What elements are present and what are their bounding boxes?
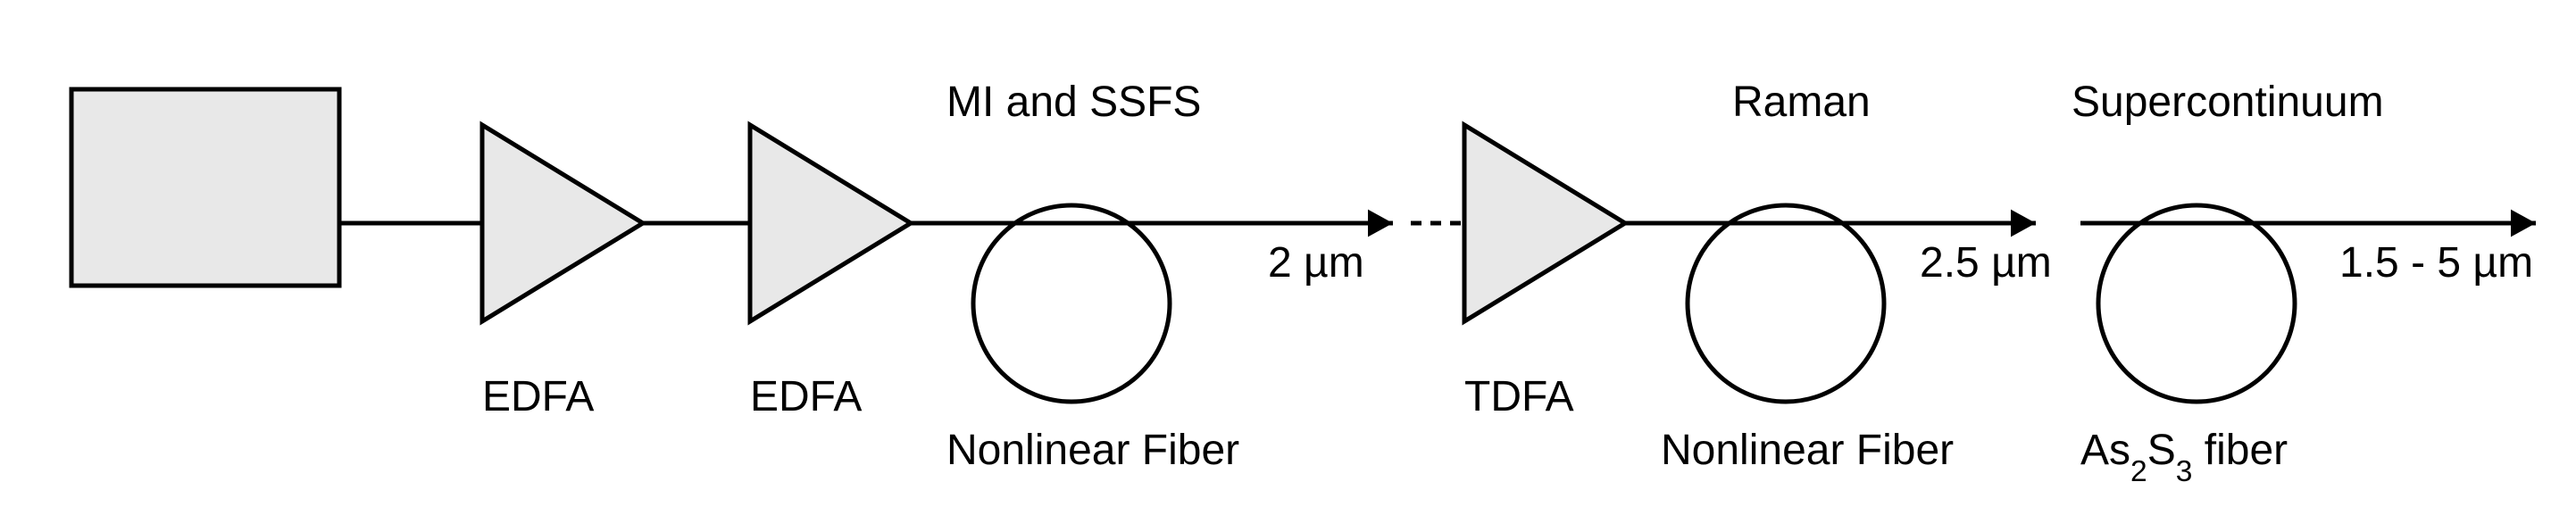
nonlinear-fiber-2-label: Nonlinear Fiber xyxy=(1661,427,1954,474)
edfa-1 xyxy=(482,125,643,321)
nonlinear-fiber-2-process-label: Raman xyxy=(1732,79,1871,126)
nonlinear-fiber-2 xyxy=(1688,205,1884,402)
wavelength-2um: 2 µm xyxy=(1268,239,1364,287)
as2s3-fiber-label: As2S3 fiber xyxy=(2080,427,2288,488)
arrowhead-icon xyxy=(2511,210,2536,237)
tdfa-label: TDFA xyxy=(1464,373,1574,420)
tdfa xyxy=(1464,125,1625,321)
wavelength-2p5um: 2.5 µm xyxy=(1920,239,2052,287)
edfa-2 xyxy=(750,125,911,321)
arrowhead-icon xyxy=(2011,210,2036,237)
nonlinear-fiber-1-process-label: MI and SSFS xyxy=(946,79,1201,126)
nonlinear-fiber-1 xyxy=(973,205,1170,402)
wavelength-range: 1.5 - 5 µm xyxy=(2339,239,2533,287)
as2s3-fiber-process-label: Supercontinuum xyxy=(2072,79,2384,126)
source-box xyxy=(71,89,339,286)
edfa-1-label: EDFA xyxy=(482,373,594,420)
arrowhead-icon xyxy=(1368,210,1393,237)
as2s3-fiber xyxy=(2098,205,2295,402)
nonlinear-fiber-1-label: Nonlinear Fiber xyxy=(946,427,1239,474)
edfa-2-label: EDFA xyxy=(750,373,862,420)
